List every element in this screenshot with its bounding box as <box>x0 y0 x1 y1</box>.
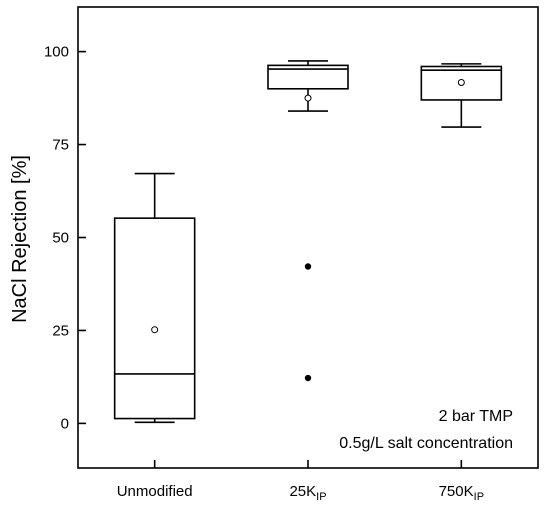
x-tick-label-sub-2: IP <box>474 491 484 503</box>
x-tick-label-0: Unmodified <box>117 483 193 500</box>
x-tick-label-main-1: 25K <box>289 483 316 500</box>
annotation-salt-concentration: 0.5g/L salt concentration <box>339 435 513 452</box>
outlier-1-1 <box>304 374 312 382</box>
y-axis-label: NaCl Rejection [%] <box>9 155 31 323</box>
mean-marker-0 <box>151 326 159 334</box>
x-tick-label-main-2: 750K <box>439 483 474 500</box>
mean-marker-1 <box>304 94 312 102</box>
x-tick-label-sub-1: IP <box>316 491 326 503</box>
annotation-tmp: 2 bar TMP <box>439 408 513 425</box>
box-0 <box>113 172 196 424</box>
x-tick-label-2: 750KIP <box>439 483 484 503</box>
x-tick-label-main-0: Unmodified <box>117 483 193 500</box>
y-tick-label-0: 0 <box>61 415 69 432</box>
y-tick-label-75: 75 <box>52 137 69 154</box>
box-rect-1 <box>267 64 349 90</box>
outlier-1-0 <box>304 263 312 270</box>
mean-marker-2 <box>457 78 465 86</box>
box-1 <box>267 60 349 382</box>
x-tick-label-1: 25KIP <box>289 483 326 503</box>
box-2 <box>420 63 503 128</box>
y-tick-label-50: 50 <box>52 230 69 247</box>
y-tick-label-25: 25 <box>52 322 69 339</box>
box-rect-0 <box>113 217 196 420</box>
y-tick-label-100: 100 <box>44 44 69 61</box>
boxes <box>113 60 503 424</box>
